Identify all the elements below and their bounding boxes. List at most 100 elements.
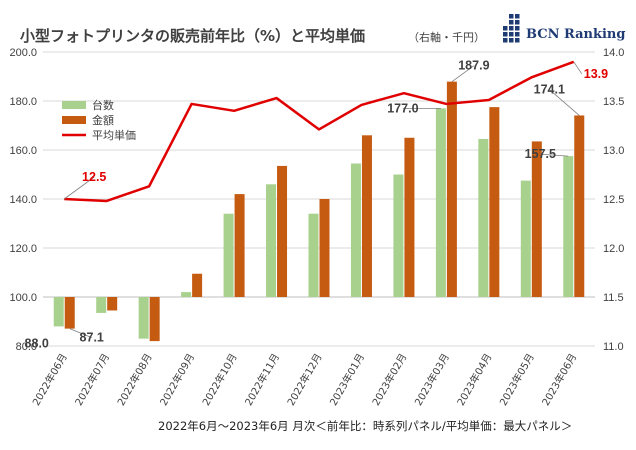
data-labels: 88.0 87.1 12.5 177.0 187.9 157.5 174.1 13.9 xyxy=(25,59,609,351)
x-tick-label: 2022年10月 xyxy=(199,351,239,408)
right-tick-label: 12.0 xyxy=(603,243,624,255)
bar-units xyxy=(223,213,234,297)
x-tick-label: 2023年06月 xyxy=(539,351,579,408)
right-tick-label: 14.0 xyxy=(603,47,624,59)
bar-units xyxy=(181,292,192,297)
leader-line xyxy=(549,89,580,116)
bar-amount xyxy=(574,115,585,297)
leader-line xyxy=(540,153,569,157)
bar-amount xyxy=(234,194,245,297)
legend-label: 平均単価 xyxy=(92,128,136,142)
footer-note: 2022年6月～2023年6月 月次＜前年比：時系列パネル/平均単価：最大パネル… xyxy=(158,419,572,433)
logo-text: BCN Ranking xyxy=(526,27,625,42)
bar-units xyxy=(53,297,64,327)
chart-title: 小型フォトプリンタの販売前年比（%）と平均単価 xyxy=(20,27,365,45)
left-tick-label: 120.0 xyxy=(9,243,37,255)
logo-dot xyxy=(515,20,520,25)
price-line-path xyxy=(64,60,575,203)
logo-dot xyxy=(509,14,514,19)
x-tick-label: 2023年01月 xyxy=(327,351,367,408)
right-tick-label: 11.0 xyxy=(603,341,624,353)
bar-units xyxy=(96,297,107,313)
bar-amount xyxy=(149,297,160,342)
logo-dot xyxy=(509,38,514,43)
bar-amount xyxy=(404,137,415,297)
logo-dots-icon xyxy=(503,14,520,43)
left-tick-label: 140.0 xyxy=(9,194,37,206)
bar-units xyxy=(266,184,277,297)
logo-dot xyxy=(515,38,520,43)
bcn-logo: BCN Ranking xyxy=(503,14,625,43)
bar-amount xyxy=(107,297,118,311)
bar-amount xyxy=(489,107,500,297)
left-tick-label: 160.0 xyxy=(9,145,37,157)
x-tick-label: 2022年11月 xyxy=(242,351,282,408)
data-label: 187.9 xyxy=(458,59,489,73)
bar-units xyxy=(520,180,531,297)
left-tick-label: 200.0 xyxy=(9,47,37,59)
x-tick-label: 2023年03月 xyxy=(412,351,452,408)
right-tick-label: 13.5 xyxy=(603,96,624,108)
logo-dot xyxy=(503,38,508,43)
logo-dot xyxy=(503,32,508,37)
bar-units xyxy=(308,213,319,297)
legend-label: 台数 xyxy=(92,98,114,112)
x-tick-label: 2022年08月 xyxy=(114,351,154,408)
x-tick-label: 2022年09月 xyxy=(157,351,197,408)
data-label: 12.5 xyxy=(82,170,106,184)
logo-dot xyxy=(509,32,514,37)
chart-title-unit: （右軸・千円） xyxy=(408,30,485,44)
x-tick-label: 2022年07月 xyxy=(72,351,112,408)
bar-amount xyxy=(277,165,288,297)
x-tick-label: 2023年04月 xyxy=(454,351,494,408)
leader-line xyxy=(69,328,92,338)
data-label: 88.0 xyxy=(25,336,49,350)
left-axis: 80.0 100.0 120.0 140.0 160.0 180.0 200.0 xyxy=(9,47,37,353)
legend-swatch-units xyxy=(62,101,86,109)
data-label: 87.1 xyxy=(80,331,104,345)
bar-amount xyxy=(531,141,542,297)
logo-dot xyxy=(509,26,514,31)
bar-amount xyxy=(361,135,372,297)
bar-units xyxy=(478,138,489,297)
left-tick-label: 180.0 xyxy=(9,96,37,108)
logo-dot xyxy=(515,32,520,37)
bar-amount xyxy=(319,199,330,297)
right-axis: 11.0 11.5 12.0 12.5 13.0 13.5 14.0 xyxy=(603,47,624,353)
bar-units xyxy=(350,163,361,297)
bar-units xyxy=(393,174,404,297)
left-tick-label: 100.0 xyxy=(9,292,37,304)
bar-amount xyxy=(446,81,457,298)
legend-label: 金額 xyxy=(92,113,114,127)
legend-swatch-amount xyxy=(62,116,86,124)
data-label: 177.0 xyxy=(387,101,418,115)
x-axis: 2022年06月 2022年07月 2022年08月 2022年09月 2022年10月… xyxy=(29,351,579,408)
left-tick-label: 80.0 xyxy=(16,341,37,353)
logo-dot xyxy=(509,20,514,25)
grid xyxy=(43,51,595,347)
bar-units xyxy=(138,297,149,339)
x-tick-label: 2022年06月 xyxy=(29,351,69,408)
x-tick-label: 2023年02月 xyxy=(369,351,409,408)
right-tick-label: 12.5 xyxy=(603,194,624,206)
bar-units xyxy=(563,156,574,297)
bar-units xyxy=(435,108,446,297)
data-label: 157.5 xyxy=(525,147,556,161)
bars xyxy=(53,81,585,342)
x-tick-label: 2022年12月 xyxy=(284,351,324,408)
price-line xyxy=(64,60,575,203)
x-tick-label: 2023年05月 xyxy=(497,351,537,408)
bar-amount xyxy=(64,297,75,329)
logo-dot xyxy=(515,14,520,19)
data-label: 13.9 xyxy=(584,67,608,81)
right-tick-label: 13.0 xyxy=(603,145,624,157)
logo-dot xyxy=(515,26,520,31)
right-tick-label: 11.5 xyxy=(603,292,624,304)
leader-line xyxy=(63,176,95,200)
data-label: 174.1 xyxy=(534,82,565,96)
leader-line xyxy=(451,65,475,82)
bar-amount xyxy=(192,273,203,297)
leader-line xyxy=(573,61,583,75)
